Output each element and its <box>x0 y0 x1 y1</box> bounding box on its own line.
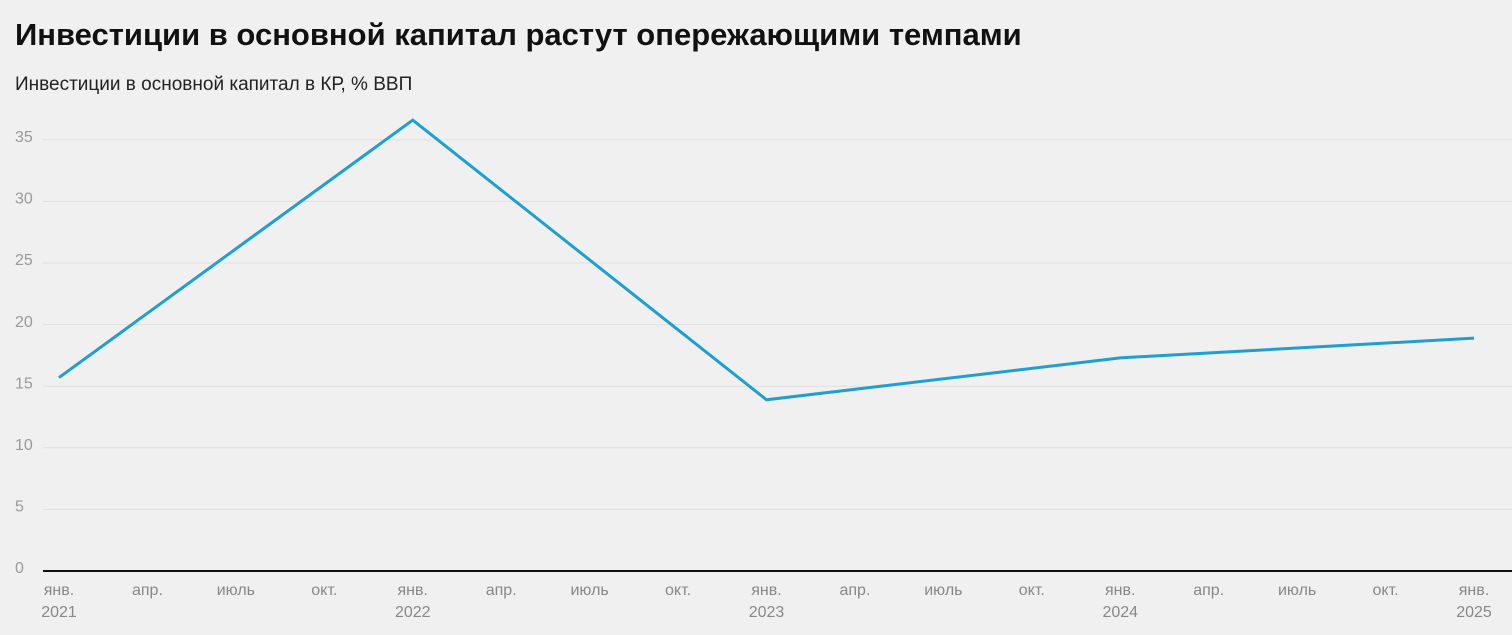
x-tick-label: июль <box>217 582 255 599</box>
x-tick-label: апр. <box>839 582 870 599</box>
y-tick-label: 5 <box>15 499 24 516</box>
x-tick-label: апр. <box>1193 582 1224 599</box>
y-tick-label: 10 <box>15 437 33 454</box>
x-tick-label: янв. 2021 <box>41 582 77 621</box>
x-tick-label: янв. 2024 <box>1102 582 1138 621</box>
x-tick-label: янв. 2022 <box>395 582 431 621</box>
x-tick-label: окт. <box>665 582 691 599</box>
y-tick-label: 25 <box>15 252 33 269</box>
x-tick-label: июль <box>1278 582 1316 599</box>
x-tick-label: июль <box>570 582 608 599</box>
y-tick-label: 15 <box>15 375 33 392</box>
y-tick-label: 20 <box>15 314 33 331</box>
x-tick-label: апр. <box>486 582 517 599</box>
x-tick-label: янв. 2025 <box>1456 582 1492 621</box>
y-tick-label: 30 <box>15 191 33 208</box>
x-tick-label: апр. <box>132 582 163 599</box>
y-tick-label: 0 <box>15 560 24 577</box>
y-tick-label: 35 <box>15 129 33 146</box>
x-tick-label: окт. <box>311 582 337 599</box>
data-line <box>58 118 1475 402</box>
chart-subtitle: Инвестиции в основной капитал в КР, % ВВ… <box>15 74 412 95</box>
x-tick-label: окт. <box>1373 582 1399 599</box>
x-tick-label: окт. <box>1019 582 1045 599</box>
x-tick-label: янв. 2023 <box>749 582 785 621</box>
x-tick-label: июль <box>924 582 962 599</box>
chart-title: Инвестиции в основной капитал растут опе… <box>15 17 1022 52</box>
